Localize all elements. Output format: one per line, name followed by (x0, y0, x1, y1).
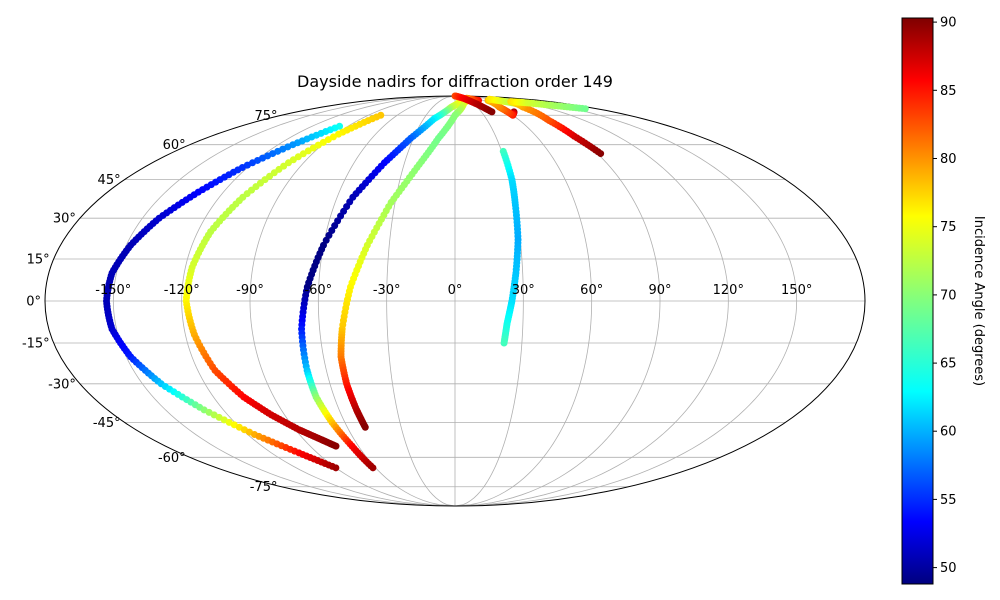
data-point (332, 464, 340, 472)
colorbar (901, 17, 934, 585)
lat-tick-label: -15° (22, 337, 50, 352)
lat-tick-label: 45° (98, 173, 121, 188)
colorbar-tick-label: 90 (940, 16, 957, 31)
colorbar-ticks: 50 55 60 65 70 75 80 85 90 (933, 16, 957, 576)
colorbar-tick-label: 85 (940, 84, 957, 99)
lat-tick-label: 30° (53, 212, 76, 227)
data-point (488, 108, 496, 116)
colorbar-tick-label: 65 (940, 357, 957, 372)
lat-tick-label: -75° (250, 480, 278, 495)
lon-tick-label: -150° (95, 283, 131, 298)
data-point (581, 105, 589, 113)
data-point (361, 423, 369, 431)
lat-tick-label: 60° (163, 138, 186, 153)
lon-tick-label: 150° (781, 283, 812, 298)
lon-tick-label: 120° (713, 283, 744, 298)
lat-tick-label: 0° (26, 295, 41, 310)
data-point (500, 339, 508, 347)
colorbar-tick-label: 55 (940, 493, 957, 508)
data-point (332, 442, 340, 450)
lat-tick-label: 75° (254, 109, 277, 124)
lon-tick-label: -30° (373, 283, 401, 298)
colorbar-tick-label: 80 (940, 152, 957, 167)
lat-tick-label: -60° (158, 451, 186, 466)
data-points (103, 92, 605, 472)
colorbar-label: Incidence Angle (degrees) (971, 216, 986, 386)
colorbar-tick-label: 75 (940, 220, 957, 235)
lat-tick-label: -30° (48, 377, 76, 392)
colorbar-tick-label: 50 (940, 561, 957, 576)
lon-tick-label: -60° (304, 283, 332, 298)
colorbar-tick-label: 60 (940, 425, 957, 440)
lon-tick-label: -90° (236, 283, 264, 298)
lon-tick-label: 60° (580, 283, 603, 298)
lon-tick-label: 90° (648, 283, 671, 298)
longitude-ticks: -150° -120° -90° -60° -30° 0° 30° 60° 90° 120° 150… (95, 283, 812, 298)
lon-tick-label: 30° (512, 283, 535, 298)
lat-tick-label: -45° (93, 416, 121, 431)
latitude-ticks: -75° -60° -45° -30° -15° 0° 15° 30° 45° 60° 75° (22, 109, 278, 495)
lat-tick-label: 15° (27, 253, 50, 268)
graticule (45, 96, 865, 506)
data-point (369, 464, 377, 472)
lon-tick-label: 0° (448, 283, 463, 298)
chart-title: Dayside nadirs for diffraction order 149 (297, 72, 613, 91)
lon-tick-label: -120° (164, 283, 200, 298)
colorbar-tick-label: 70 (940, 288, 957, 303)
